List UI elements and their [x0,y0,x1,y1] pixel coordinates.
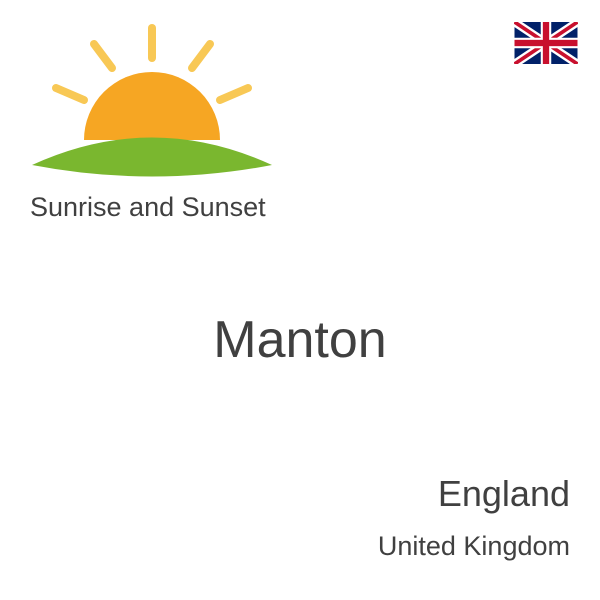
region-name: England [438,473,570,515]
site-title: Sunrise and Sunset [30,192,266,223]
city-name: Manton [0,310,600,370]
country-name: United Kingdom [378,531,570,562]
uk-flag-icon [514,22,578,64]
sunrise-logo-icon [22,20,282,195]
